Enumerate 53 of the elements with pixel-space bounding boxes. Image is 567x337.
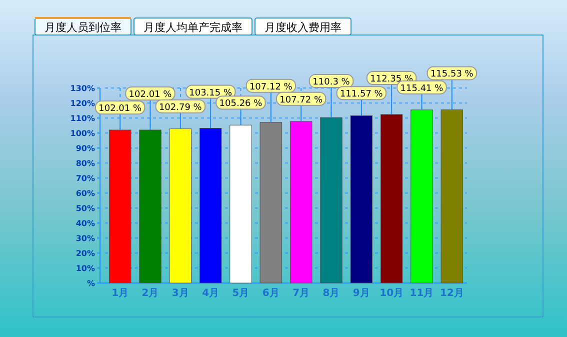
data-label: 102.01 % (128, 90, 172, 100)
bar (410, 110, 433, 284)
x-tick-label: 4月 (202, 288, 220, 299)
x-tick-label: 5月 (232, 288, 250, 299)
data-label: 102.79 % (158, 102, 202, 113)
bar (260, 122, 282, 284)
tab: 月度人员到位率 (34, 17, 132, 36)
y-tick-label: 60% (76, 189, 95, 198)
x-tick-label: 12月 (440, 288, 464, 299)
tab: 月度人均单产完成率 (134, 18, 252, 36)
x-tick-label: 10月 (380, 288, 404, 299)
bar (139, 130, 162, 284)
bar (290, 121, 312, 284)
y-tick-label: 110% (70, 114, 95, 123)
x-tick-label: 7月 (292, 288, 310, 299)
y-tick-label: 80% (76, 159, 95, 168)
data-label: 105.26 % (219, 99, 263, 110)
data-label: 103.15 % (189, 88, 232, 98)
bar (230, 124, 252, 284)
data-label: 107.12 % (249, 82, 293, 92)
y-tick-label: 50% (76, 204, 95, 213)
bar (380, 114, 403, 284)
bar (440, 109, 464, 284)
chart-title: 月度人员到位率 (44, 21, 122, 34)
y-tick-label: 100% (70, 129, 95, 138)
bar (199, 128, 222, 284)
x-tick-label: 8月 (322, 288, 340, 299)
bar (108, 130, 132, 284)
y-tick-label: 40% (76, 219, 95, 228)
bar (169, 128, 192, 284)
data-label: 107.72 % (280, 95, 323, 106)
y-tick-label: 120% (70, 99, 95, 108)
x-tick-label: 9月 (352, 288, 370, 299)
data-label: 115.53 % (430, 70, 474, 80)
y-tick-label: % (86, 279, 95, 288)
data-label: 102.01 % (98, 104, 142, 114)
y-tick-label: 30% (76, 234, 95, 243)
y-tick-label: 90% (76, 144, 95, 153)
y-tick-label: 130% (70, 84, 95, 93)
data-label: 110.3 % (312, 78, 350, 88)
bar (350, 115, 373, 284)
tab: 月度收入费用率 (254, 18, 352, 36)
x-tick-label: 11月 (410, 288, 434, 299)
bar (320, 117, 342, 284)
y-tick-label: 70% (76, 174, 95, 183)
data-label: 111.57 % (340, 90, 384, 100)
x-tick-label: 6月 (262, 288, 280, 299)
y-tick-label: 10% (76, 264, 95, 273)
y-tick-label: 20% (76, 249, 95, 258)
x-tick-label: 1月 (112, 288, 129, 299)
data-label: 115.41 % (400, 84, 444, 94)
x-tick-label: 3月 (172, 288, 189, 299)
x-tick-label: 2月 (142, 288, 159, 299)
